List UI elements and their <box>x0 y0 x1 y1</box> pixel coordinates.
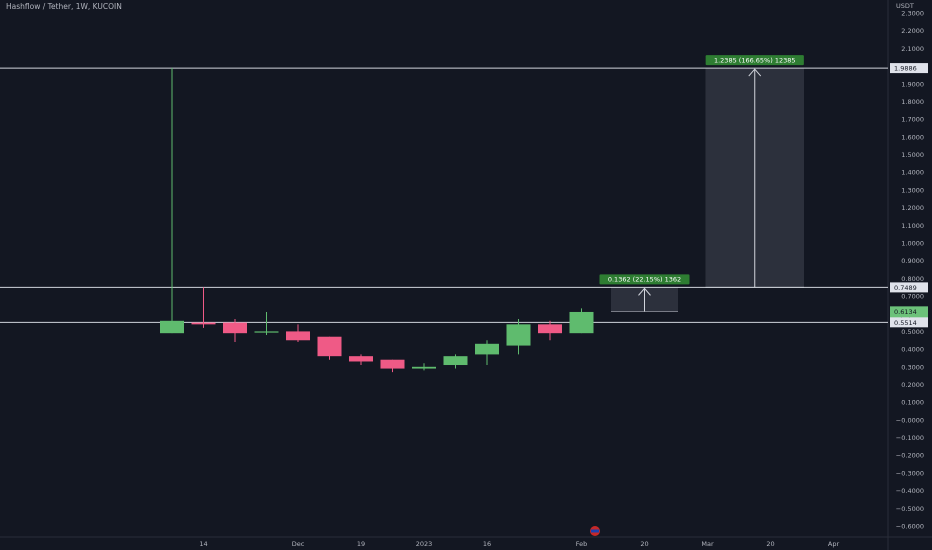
candle-body[interactable] <box>475 343 499 355</box>
candle-body[interactable] <box>506 324 531 346</box>
candle-body[interactable] <box>380 359 405 369</box>
y-tick-label: −0.3000 <box>896 469 924 477</box>
x-tick-label: 20 <box>640 540 648 548</box>
y-tick-label: 1.9000 <box>901 80 924 88</box>
x-tick-label: Dec <box>292 540 305 548</box>
x-tick-label: 16 <box>483 540 491 548</box>
y-tick-label: 0.7000 <box>901 293 924 301</box>
measurement-arrowhead <box>638 287 651 296</box>
candle-body[interactable] <box>412 366 436 369</box>
x-tick-label: 19 <box>357 540 365 548</box>
y-tick-label: 0.3000 <box>901 363 924 371</box>
y-tick-label: 1.4000 <box>901 169 924 177</box>
chart-title: Hashflow / Tether, 1W, KUCOIN <box>6 2 122 11</box>
candle-body[interactable] <box>317 336 342 357</box>
y-tick-label: 1.0000 <box>901 239 924 247</box>
last-price-label: 0.6134 <box>894 308 917 316</box>
price-line-label: 0.7489 <box>894 284 917 292</box>
x-tick-label: 20 <box>766 540 774 548</box>
y-tick-label: 1.1000 <box>901 222 924 230</box>
measurement-label: 1.2385 (166.65%) 12385 <box>714 56 796 64</box>
price-line-label-bg <box>890 282 928 293</box>
y-tick-label: 0.4000 <box>901 346 924 354</box>
measurement-label-bg <box>705 55 804 66</box>
y-tick-label: −0.1000 <box>896 434 924 442</box>
y-tick-label: 2.3000 <box>901 10 924 18</box>
y-tick-label: 1.5000 <box>901 151 924 159</box>
y-tick-label: 0.2000 <box>901 381 924 389</box>
event-flag-icon-stripe <box>591 529 599 533</box>
x-tick-label: 2023 <box>416 540 433 548</box>
y-tick-label: 1.6000 <box>901 133 924 141</box>
price-line-label-bg <box>890 63 928 74</box>
y-tick-label: 0.1000 <box>901 399 924 407</box>
price-line-label: 0.5514 <box>894 319 917 327</box>
y-tick-label: 1.3000 <box>901 186 924 194</box>
y-tick-label: −0.2000 <box>896 452 924 460</box>
y-tick-label: 0.5000 <box>901 328 924 336</box>
x-tick-label: Apr <box>828 540 840 548</box>
price-line-label-bg <box>890 317 928 328</box>
currency-label: USDT <box>896 2 914 10</box>
x-tick-label: Mar <box>701 540 714 548</box>
y-tick-label: 1.2000 <box>901 204 924 212</box>
candle-body[interactable] <box>538 324 562 334</box>
candle-body[interactable] <box>254 331 279 333</box>
y-tick-label: 0.9000 <box>901 257 924 265</box>
candle-body[interactable] <box>160 320 184 334</box>
measurement-arrowhead <box>748 68 762 77</box>
y-tick-label: −0.6000 <box>896 523 924 531</box>
price-line-label: 1.9886 <box>894 65 917 73</box>
measurement-label: 0.1362 (22.15%) 1362 <box>608 276 681 284</box>
candle-body[interactable] <box>286 331 310 341</box>
y-tick-label: −0.0000 <box>896 416 924 424</box>
candle-body[interactable] <box>569 311 594 334</box>
y-tick-label: −0.5000 <box>896 505 924 513</box>
candle-body[interactable] <box>191 322 216 325</box>
y-tick-label: 2.1000 <box>901 45 924 53</box>
x-tick-label: Feb <box>576 540 588 548</box>
y-tick-label: −0.4000 <box>896 487 924 495</box>
y-tick-label: 1.8000 <box>901 98 924 106</box>
measurement-label-bg <box>599 274 690 285</box>
candle-body[interactable] <box>443 356 468 366</box>
y-tick-label: 1.7000 <box>901 116 924 124</box>
candle-body[interactable] <box>349 356 373 362</box>
x-tick-label: 14 <box>199 540 207 548</box>
y-tick-label: 0.8000 <box>901 275 924 283</box>
y-tick-label: 2.2000 <box>901 27 924 35</box>
candle-body[interactable] <box>223 322 247 334</box>
